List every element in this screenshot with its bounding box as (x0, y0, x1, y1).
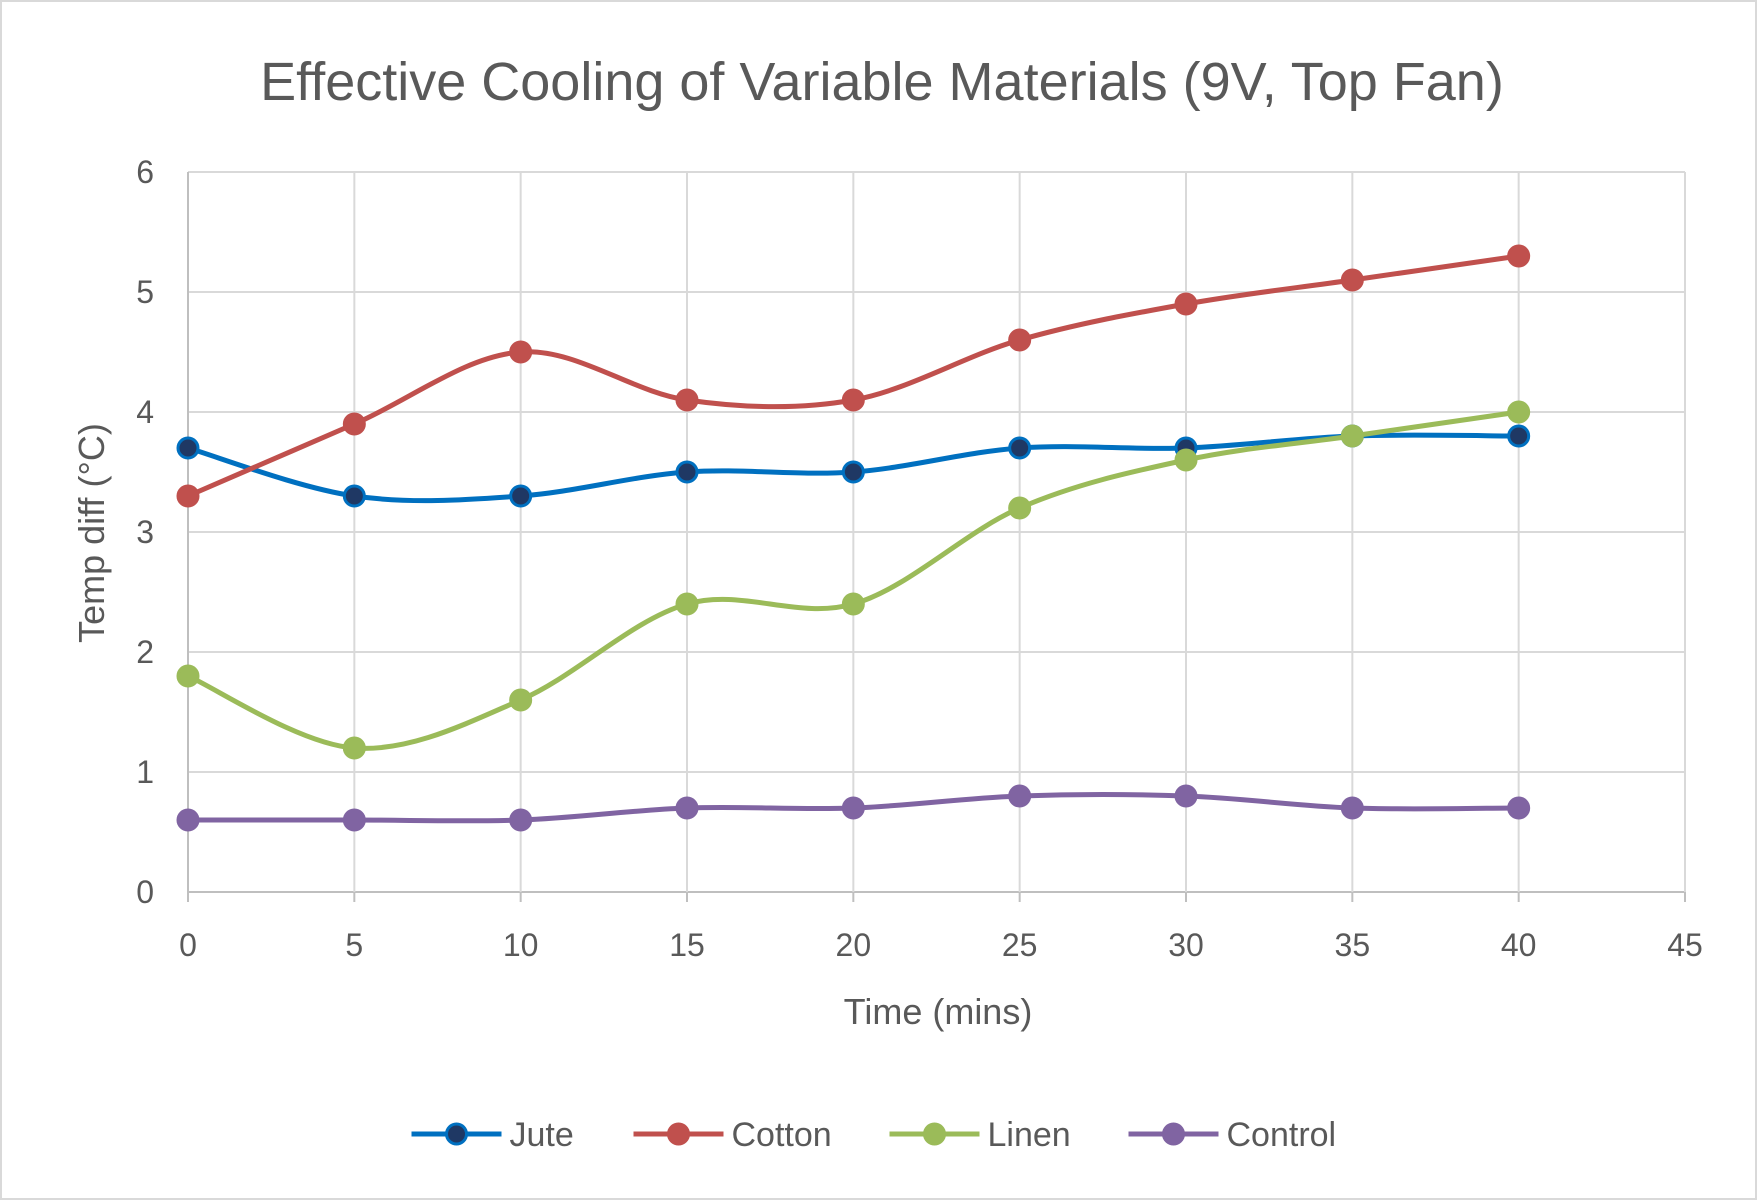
data-point-control (841, 796, 865, 820)
x-tick-label: 25 (1002, 927, 1038, 963)
data-point-linen (1507, 400, 1531, 424)
data-point-control (176, 808, 200, 832)
x-tick-label: 5 (345, 927, 363, 963)
legend-swatch-marker (1162, 1122, 1185, 1146)
legend-swatch-marker (923, 1122, 946, 1146)
y-tick-label: 3 (136, 514, 154, 550)
data-point-linen (841, 592, 865, 616)
x-tick-label: 10 (503, 927, 539, 963)
x-axis-title: Time (mins) (844, 991, 1033, 1032)
y-tick-label: 6 (136, 154, 154, 190)
data-point-linen (342, 736, 366, 760)
series-group (176, 244, 1531, 832)
x-tick-label: 20 (836, 927, 872, 963)
legend-label: Jute (510, 1116, 574, 1154)
data-point-cotton (1008, 328, 1032, 352)
data-point-linen (675, 592, 699, 616)
data-point-cotton (342, 412, 366, 436)
legend-item-control: Control (1128, 1116, 1337, 1154)
y-tick-label: 5 (136, 274, 154, 310)
data-point-control (1507, 796, 1531, 820)
data-point-cotton (1507, 244, 1531, 268)
legend-label: Linen (988, 1116, 1071, 1154)
data-point-jute (176, 436, 200, 460)
data-point-control (1340, 796, 1364, 820)
x-tick-label: 45 (1667, 927, 1703, 963)
data-point-control (675, 796, 699, 820)
data-point-control (342, 808, 366, 832)
x-tick-label: 30 (1168, 927, 1204, 963)
data-point-jute (1507, 424, 1531, 448)
legend-item-cotton: Cotton (633, 1116, 832, 1154)
series-control (176, 784, 1531, 832)
x-tick-label: 35 (1335, 927, 1371, 963)
data-point-control (1174, 784, 1198, 808)
series-cotton (176, 244, 1531, 508)
legend-swatch-marker (445, 1122, 468, 1146)
legend-label: Cotton (732, 1116, 832, 1154)
data-point-control (1008, 784, 1032, 808)
data-point-linen (1340, 424, 1364, 448)
gridlines (187, 171, 1686, 893)
legend-label: Control (1227, 1116, 1337, 1154)
legend-item-jute: Jute (411, 1116, 574, 1154)
data-point-linen (1174, 448, 1198, 472)
data-point-linen (176, 664, 200, 688)
x-tick-label: 15 (669, 927, 705, 963)
x-tick-label: 0 (179, 927, 197, 963)
data-point-cotton (1340, 268, 1364, 292)
data-point-cotton (841, 388, 865, 412)
data-point-cotton (509, 340, 533, 364)
legend: Jute Cotton Linen Control (411, 1116, 1337, 1154)
data-point-jute (841, 460, 865, 484)
legend-item-linen: Linen (889, 1116, 1071, 1154)
x-tick-label: 40 (1501, 927, 1537, 963)
data-point-linen (1008, 496, 1032, 520)
y-tick-label: 2 (136, 634, 154, 670)
legend-swatch-marker (667, 1122, 690, 1146)
y-tick-label: 0 (136, 874, 154, 910)
data-point-cotton (675, 388, 699, 412)
data-point-jute (509, 484, 533, 508)
data-point-cotton (1174, 292, 1198, 316)
data-point-cotton (176, 484, 200, 508)
data-point-linen (509, 688, 533, 712)
chart-title: Effective Cooling of Variable Materials … (260, 52, 1504, 112)
series-linen (176, 400, 1531, 760)
y-tick-label: 4 (136, 394, 154, 430)
y-axis-title: Temp diff (°C) (71, 423, 112, 643)
data-point-jute (675, 460, 699, 484)
y-tick-label: 1 (136, 754, 154, 790)
data-point-jute (1008, 436, 1032, 460)
data-point-control (509, 808, 533, 832)
data-point-jute (342, 484, 366, 508)
